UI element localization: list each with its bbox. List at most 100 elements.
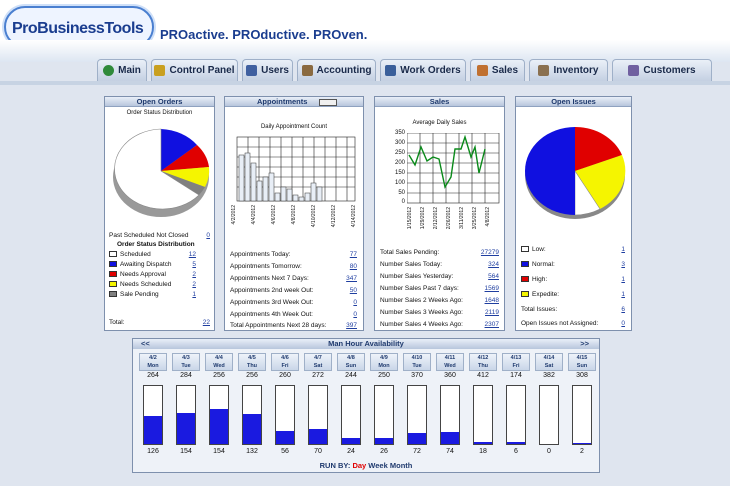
sales-row-label: Number Sales 2 Weeks Ago:	[380, 297, 463, 304]
sales-xtick: 3/25/2012	[472, 207, 478, 230]
sales-row-label: Total Sales Pending:	[380, 249, 440, 256]
pie-slice-scheduled	[114, 128, 200, 210]
day-header[interactable]: 4/2 Mon	[139, 353, 167, 371]
issue-normal-value[interactable]: 3	[621, 261, 625, 268]
day-header[interactable]: 4/3 Tue	[172, 353, 200, 371]
day-bar[interactable]	[473, 385, 493, 445]
sales-row-value[interactable]: 2307	[484, 321, 499, 328]
swatch-yellow-icon	[521, 291, 529, 298]
day-header[interactable]: 4/11 Wed	[436, 353, 464, 371]
scheduled-count[interactable]: 12	[188, 251, 196, 258]
day-bar[interactable]	[143, 385, 163, 445]
appt-row-value[interactable]: 77	[349, 251, 357, 258]
tab-control-panel[interactable]: Control Panel	[151, 59, 238, 81]
day-bar-fill	[144, 416, 162, 444]
sale-pending-count[interactable]: 1	[192, 291, 196, 298]
day-bar[interactable]	[176, 385, 196, 445]
tab-users[interactable]: Users	[242, 59, 293, 81]
day-bar[interactable]	[407, 385, 427, 445]
day-date: 4/12	[477, 355, 489, 361]
day-bar-fill	[408, 432, 426, 444]
sales-xtick: 3/11/2012	[459, 207, 465, 229]
day-capacity: 272	[312, 372, 324, 379]
day-used: 18	[479, 448, 487, 455]
issues-unassigned-value[interactable]: 0	[621, 320, 625, 327]
approval-count[interactable]: 2	[192, 271, 196, 278]
sales-row-value[interactable]: 1648	[484, 297, 499, 304]
day-header[interactable]: 4/6 Fri	[271, 353, 299, 371]
sales-title: Sales	[375, 97, 504, 107]
awaiting-count[interactable]: 5	[192, 261, 196, 268]
appt-row-value[interactable]: 0	[353, 311, 357, 318]
day-header[interactable]: 4/14 Sat	[535, 353, 563, 371]
day-bar-fill	[375, 438, 393, 444]
legend-needs-scheduled: Needs Scheduled	[109, 281, 171, 288]
appt-row-value[interactable]: 80	[349, 263, 357, 270]
tab-main[interactable]: Main	[97, 59, 147, 81]
tab-inventory[interactable]: Inventory	[529, 59, 608, 81]
globe-icon	[103, 65, 115, 76]
appt-row-value[interactable]: 0	[353, 299, 357, 306]
box-icon	[538, 65, 550, 76]
run-by-day[interactable]: Day	[352, 461, 367, 470]
day-header[interactable]: 4/13 Fri	[502, 353, 530, 371]
appt-row-value[interactable]: 347	[346, 275, 357, 282]
issues-total-value[interactable]: 6	[621, 306, 625, 313]
orders-total-value[interactable]: 22	[202, 319, 210, 326]
day-used: 72	[413, 448, 421, 455]
day-bar[interactable]	[539, 385, 559, 445]
sales-ytick: 350	[394, 130, 405, 136]
day-header[interactable]: 4/4 Wed	[205, 353, 233, 371]
next-week-button[interactable]: >>	[580, 339, 589, 348]
tab-accounting[interactable]: Accounting	[297, 59, 376, 81]
day-header[interactable]: 4/8 Sun	[337, 353, 365, 371]
appointments-dropdown-icon[interactable]	[319, 98, 338, 106]
issue-high-value[interactable]: 1	[621, 276, 625, 283]
sales-row-value[interactable]: 2119	[485, 309, 499, 316]
day-bar-fill	[474, 441, 492, 444]
day-header[interactable]: 4/15 Sun	[568, 353, 596, 371]
sales-row-value[interactable]: 27279	[480, 249, 499, 256]
day-bar[interactable]	[506, 385, 526, 445]
tab-sales[interactable]: Sales	[470, 59, 525, 81]
day-header[interactable]: 4/10 Tue	[403, 353, 431, 371]
swatch-gray-icon	[109, 291, 117, 298]
sales-ytick: 250	[394, 150, 405, 156]
day-weekday: Sun	[345, 363, 357, 369]
issue-expedite-value[interactable]: 1	[621, 291, 625, 298]
day-date: 4/7	[314, 355, 322, 361]
sales-row-value[interactable]: 564	[488, 273, 499, 280]
day-header[interactable]: 4/9 Mon	[370, 353, 398, 371]
day-used: 2	[580, 448, 584, 455]
issue-low-value[interactable]: 1	[621, 246, 625, 253]
tab-work-orders[interactable]: Work Orders	[380, 59, 466, 81]
day-bar[interactable]	[242, 385, 262, 445]
prev-week-button[interactable]: <<	[141, 339, 150, 348]
day-bar[interactable]	[374, 385, 394, 445]
day-used: 26	[380, 448, 388, 455]
day-bar[interactable]	[308, 385, 328, 445]
day-header[interactable]: 4/7 Sat	[304, 353, 332, 371]
sales-row-value[interactable]: 324	[488, 261, 499, 268]
tab-customers[interactable]: Customers	[612, 59, 712, 81]
appt-xtick: 4/12/2012	[331, 205, 337, 228]
day-bar[interactable]	[572, 385, 592, 445]
day-header[interactable]: 4/5 Thu	[238, 353, 266, 371]
appt-row-value[interactable]: 50	[349, 287, 357, 294]
day-bar[interactable]	[275, 385, 295, 445]
past-scheduled-value[interactable]: 0	[206, 232, 210, 239]
day-bar[interactable]	[209, 385, 229, 445]
appt-row-value[interactable]: 397	[346, 322, 357, 329]
day-bar[interactable]	[440, 385, 460, 445]
swatch-blue-icon	[109, 261, 117, 268]
order-chart-title: Order Status Distribution	[126, 110, 193, 116]
day-bar[interactable]	[341, 385, 361, 445]
day-header[interactable]: 4/12 Thu	[469, 353, 497, 371]
run-by-month[interactable]: Month	[389, 461, 413, 470]
sales-row-value[interactable]: 1569	[484, 285, 499, 292]
run-by-week[interactable]: Week	[368, 461, 388, 470]
day-weekday: Tue	[412, 363, 422, 369]
sales-ytick: 300	[394, 140, 405, 146]
open-issues-panel: Open Issues Low: 1 Normal: 3 High: 1 Exp…	[515, 96, 632, 331]
needs-scheduled-count[interactable]: 2	[192, 281, 196, 288]
